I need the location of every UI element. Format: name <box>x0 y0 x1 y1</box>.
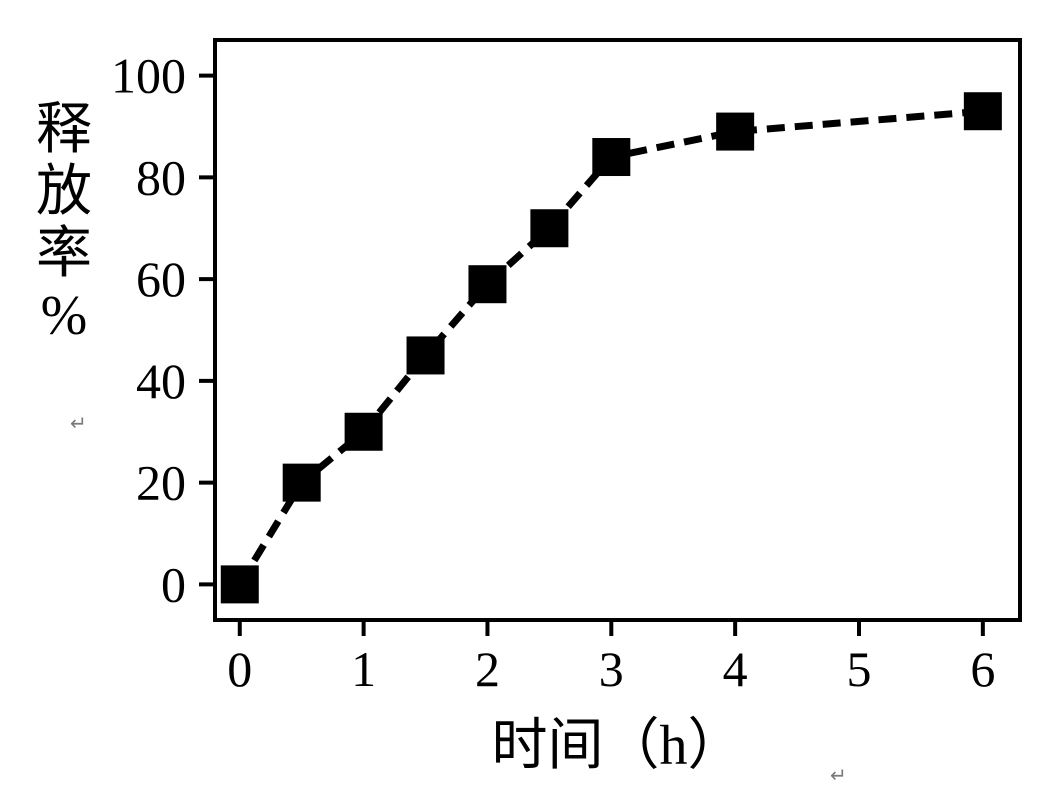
y-tick-label: 80 <box>136 149 186 205</box>
y-tick-label: 60 <box>136 251 186 307</box>
series-marker <box>592 138 630 176</box>
percent-mark-icon: ↵ <box>70 413 87 435</box>
y-tick-label: 40 <box>136 353 186 409</box>
series-marker <box>716 113 754 151</box>
series-marker <box>345 413 383 451</box>
x-tick-label: 2 <box>475 641 500 697</box>
x-tick-label: 0 <box>227 641 252 697</box>
series-marker <box>221 565 259 603</box>
x-tick-label: 6 <box>970 641 995 697</box>
corner-mark-icon: ↵ <box>830 765 847 787</box>
series-marker <box>468 265 506 303</box>
y-axis-title-char: 释 <box>36 99 92 161</box>
y-axis-title-char: % <box>41 285 88 347</box>
y-axis-title-char: 放 <box>36 161 92 223</box>
series-marker <box>964 92 1002 130</box>
series-marker <box>530 209 568 247</box>
chart-svg: 0123456020406080100时间（h）释放率%↵↵ <box>0 0 1054 810</box>
y-tick-label: 20 <box>136 455 186 511</box>
x-tick-label: 5 <box>847 641 872 697</box>
series-marker <box>283 464 321 502</box>
x-tick-label: 3 <box>599 641 624 697</box>
x-tick-label: 4 <box>723 641 748 697</box>
chart-container: 0123456020406080100时间（h）释放率%↵↵ <box>0 0 1054 810</box>
series-marker <box>407 336 445 374</box>
y-tick-label: 100 <box>111 48 186 104</box>
x-tick-label: 1 <box>351 641 376 697</box>
y-axis-title-char: 率 <box>36 223 92 285</box>
x-axis-title: 时间（h） <box>492 715 744 777</box>
y-tick-label: 0 <box>161 556 186 612</box>
